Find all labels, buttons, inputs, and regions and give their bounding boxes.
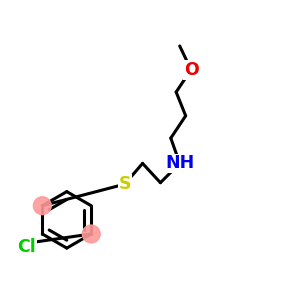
Circle shape xyxy=(82,225,100,243)
Text: Cl: Cl xyxy=(17,238,36,256)
Text: NH: NH xyxy=(165,154,194,172)
Circle shape xyxy=(33,197,51,214)
Text: S: S xyxy=(118,175,131,193)
Text: O: O xyxy=(184,61,198,79)
